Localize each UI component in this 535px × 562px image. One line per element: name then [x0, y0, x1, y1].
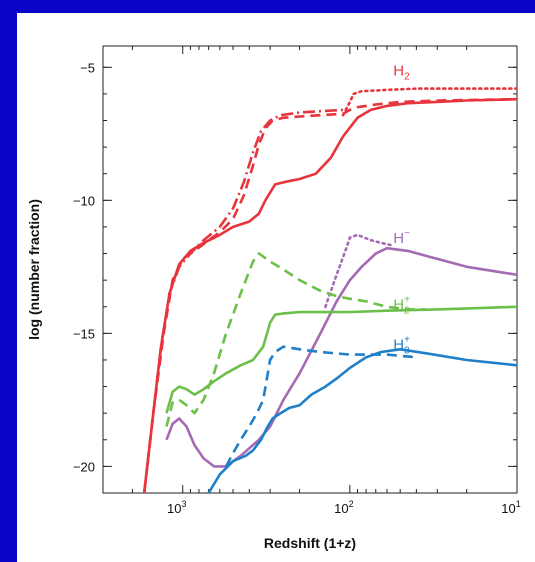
series-line-H2-dash: [142, 97, 517, 493]
y-tick-label: −15: [73, 326, 95, 341]
x-tick-label: 103: [167, 499, 186, 516]
y-axis-title: log (number fraction): [26, 199, 42, 340]
x-tick-label: 102: [334, 499, 353, 516]
series-line-H2-solid: [142, 97, 517, 493]
y-tick-label: −10: [73, 193, 95, 208]
series-line-H2-dashdot: [142, 108, 344, 493]
chart-svg: 103 102 101 −5 −10 −15 −20 Redshift (1+z) log (n…: [26, 45, 521, 551]
series-line-H3plus-solid: [207, 348, 517, 493]
y-tick-label: −5: [80, 60, 95, 75]
series-group: [142, 87, 517, 493]
series-line-H2plus-solid: [165, 305, 517, 414]
series-line-H2-dot: [341, 87, 517, 117]
series-label-Hminus: H−: [393, 228, 410, 247]
chart-panel: 103 102 101 −5 −10 −15 −20 Redshift (1+z) log (n…: [17, 13, 535, 562]
y-tick-label: −20: [73, 459, 95, 474]
x-tick-label: 101: [501, 499, 520, 516]
series-line-Hminus-dot: [324, 233, 395, 309]
plot-frame: [102, 45, 518, 494]
series-label-H2: H2: [393, 62, 410, 82]
series-label-H2plus: H+ 2: [393, 294, 410, 316]
series-label-H3plus: H+ 3: [393, 334, 410, 356]
series-line-H3plus-dash: [224, 345, 417, 468]
x-axis-title: Redshift (1+z): [264, 535, 356, 551]
series-line-Hminus-solid: [165, 246, 517, 468]
series-line-H2plus-dash: [165, 252, 427, 427]
